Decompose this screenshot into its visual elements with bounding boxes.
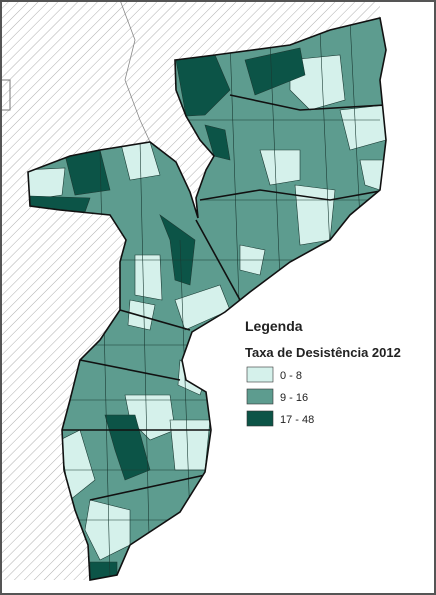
- legend-subtitle: Taxa de Desistência 2012: [245, 345, 401, 360]
- legend-swatch: [246, 410, 274, 427]
- district: [244, 47, 306, 96]
- district: [84, 499, 131, 561]
- province-borders: [62, 94, 386, 501]
- district: [159, 214, 196, 286]
- district-borders: [60, 19, 386, 580]
- district: [28, 167, 66, 201]
- district: [294, 184, 336, 246]
- district: [127, 299, 156, 331]
- district: [104, 414, 151, 481]
- neighbor-countries: [0, 0, 380, 580]
- legend-swatch: [246, 366, 274, 383]
- border: [0, 79, 11, 111]
- district: [259, 149, 301, 186]
- dark-districts: [29, 47, 306, 580]
- legend-label: 0 - 8: [280, 370, 302, 382]
- legend-label: 17 - 48: [280, 414, 314, 426]
- district: [134, 254, 163, 301]
- district: [169, 419, 211, 471]
- legend-items: 0 - 8 9 - 16 17 - 48: [246, 366, 314, 427]
- light-districts: [28, 54, 386, 561]
- legend-title: Legenda: [245, 318, 303, 334]
- border: [119, 0, 151, 143]
- legend-label: 9 - 16: [280, 392, 308, 404]
- district: [204, 124, 231, 161]
- legend-swatch: [246, 388, 274, 405]
